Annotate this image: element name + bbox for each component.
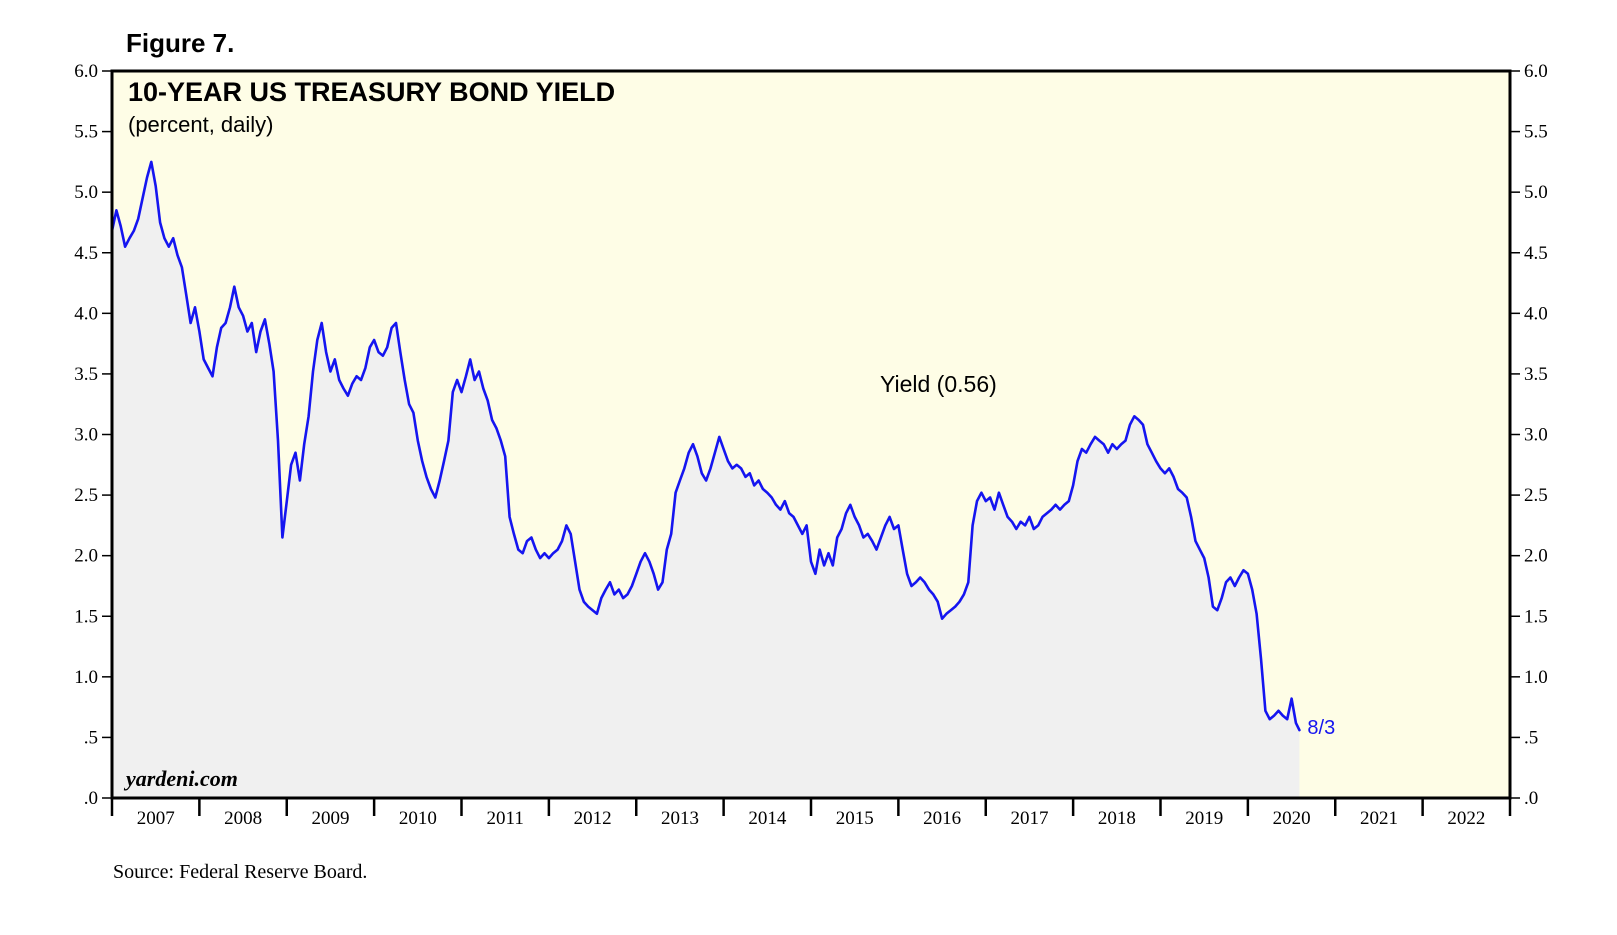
x-tick-label: 2010 bbox=[399, 808, 437, 829]
y-tick-label-right: 5.5 bbox=[1524, 122, 1548, 143]
y-tick-label-left: 4.0 bbox=[74, 303, 98, 324]
y-tick-label-right: .5 bbox=[1524, 727, 1538, 748]
y-tick-label-right: 4.5 bbox=[1524, 243, 1548, 264]
y-tick-label-right: 6.0 bbox=[1524, 61, 1548, 82]
figure-label: Figure 7. bbox=[126, 28, 234, 58]
x-tick-label: 2016 bbox=[923, 808, 961, 829]
y-tick-label-left: 2.0 bbox=[74, 546, 98, 567]
y-tick-label-right: 2.0 bbox=[1524, 546, 1548, 567]
y-tick-label-left: 1.0 bbox=[74, 667, 98, 688]
y-axis-right: .0 .5 1.0 1.5 2.0 2.5 3.0 3.5 4.0 4.5 5.0 5.5 6.0 bbox=[1510, 61, 1548, 809]
y-tick-label-left: 5.0 bbox=[74, 182, 98, 203]
x-tick-label: 2009 bbox=[311, 808, 349, 829]
y-tick-label-left: 5.5 bbox=[74, 122, 98, 143]
x-tick-label: 2021 bbox=[1360, 808, 1398, 829]
y-tick-label-right: 5.0 bbox=[1524, 182, 1548, 203]
y-axis-left: .0 .5 1.0 1.5 2.0 2.5 3.0 3.5 4.0 4.5 5.0 5.5 6.0 bbox=[74, 61, 112, 809]
y-tick-label-left: .5 bbox=[84, 727, 98, 748]
x-tick-label: 2014 bbox=[748, 808, 787, 829]
x-tick-label: 2015 bbox=[836, 808, 874, 829]
y-tick-label-right: 3.0 bbox=[1524, 425, 1548, 446]
y-tick-label-right: 3.5 bbox=[1524, 364, 1548, 385]
y-tick-label-left: 2.5 bbox=[74, 485, 98, 506]
y-tick-label-right: 2.5 bbox=[1524, 485, 1548, 506]
y-tick-label-right: .0 bbox=[1524, 788, 1538, 809]
x-tick-label: 2008 bbox=[224, 808, 262, 829]
source-note: Source: Federal Reserve Board. bbox=[113, 861, 367, 883]
x-tick-label: 2017 bbox=[1010, 808, 1048, 829]
x-tick-label: 2013 bbox=[661, 808, 699, 829]
yield-line bbox=[110, 160, 1301, 732]
x-tick-label: 2020 bbox=[1273, 808, 1311, 829]
y-tick-label-left: 4.5 bbox=[74, 243, 98, 264]
x-tick-label: 2012 bbox=[574, 808, 612, 829]
y-tick-label-right: 1.5 bbox=[1524, 606, 1548, 627]
x-tick-label: 2022 bbox=[1447, 808, 1485, 829]
y-tick-label-left: 1.5 bbox=[74, 606, 98, 627]
end-date-label: 8/3 bbox=[1307, 717, 1335, 739]
x-axis: 2007 2008 2009 2010 2011 2012 2013 2014 2015 2016… bbox=[110, 798, 1512, 829]
watermark: yardeni.com bbox=[123, 766, 238, 791]
x-tick-label: 2019 bbox=[1185, 808, 1223, 829]
series-label: Yield (0.56) bbox=[880, 371, 997, 397]
x-tick-label: 2011 bbox=[487, 808, 524, 829]
y-tick-label-left: 3.5 bbox=[74, 364, 98, 385]
chart-subtitle: (percent, daily) bbox=[128, 112, 274, 137]
y-tick-label-left: 3.0 bbox=[74, 425, 98, 446]
y-tick-label-left: .0 bbox=[84, 788, 98, 809]
y-tick-label-right: 4.0 bbox=[1524, 303, 1548, 324]
y-tick-label-right: 1.0 bbox=[1524, 667, 1548, 688]
y-tick-label-left: 6.0 bbox=[74, 61, 98, 82]
x-tick-label: 2018 bbox=[1098, 808, 1136, 829]
x-tick-label: 2007 bbox=[137, 808, 175, 829]
chart-title: 10-YEAR US TREASURY BOND YIELD bbox=[128, 77, 615, 107]
